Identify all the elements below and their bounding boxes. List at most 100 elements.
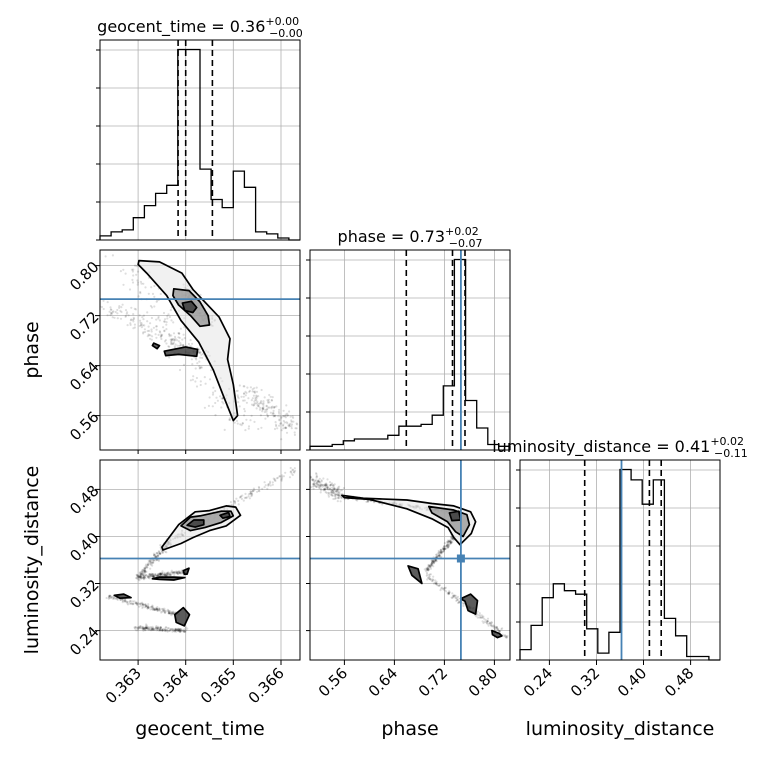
sample-point xyxy=(143,570,146,573)
sample-point xyxy=(269,395,272,398)
sample-point xyxy=(108,310,111,313)
sample-point xyxy=(239,423,242,426)
sample-point xyxy=(155,318,158,321)
sample-point xyxy=(154,555,157,559)
sample-point xyxy=(176,344,179,347)
sample-point xyxy=(195,376,198,380)
contours-geocent_time|luminosity_distance xyxy=(113,505,242,627)
sample-point xyxy=(280,478,283,481)
sample-point xyxy=(442,549,445,552)
sample-point xyxy=(145,574,148,577)
sample-point xyxy=(252,489,255,492)
sample-point xyxy=(324,486,327,489)
sample-point xyxy=(162,607,165,610)
sample-point xyxy=(125,600,129,604)
sample-point xyxy=(485,621,488,624)
sample-point xyxy=(100,305,103,309)
sample-point xyxy=(483,617,486,620)
sample-point xyxy=(160,611,163,614)
sample-point xyxy=(153,554,156,557)
sample-point xyxy=(140,575,143,578)
sample-point xyxy=(136,574,139,577)
sample-point xyxy=(170,338,173,341)
sample-point xyxy=(151,561,155,564)
sample-point xyxy=(220,397,223,400)
sample-point xyxy=(155,552,158,555)
sample-point xyxy=(331,494,334,497)
sample-point xyxy=(167,609,170,612)
sample-point xyxy=(320,479,323,482)
sample-point xyxy=(174,628,177,631)
title-main: phase = 0.73 xyxy=(338,227,445,246)
sample-point xyxy=(159,626,162,629)
sample-point xyxy=(435,560,438,563)
sample-point xyxy=(149,334,152,337)
sample-point xyxy=(161,610,164,613)
sample-point xyxy=(239,495,242,499)
sample-point xyxy=(156,574,159,578)
sample-point xyxy=(258,487,261,490)
sample-point xyxy=(171,339,174,342)
sample-point xyxy=(154,573,157,576)
sample-point xyxy=(166,628,169,632)
sample-point xyxy=(372,501,376,504)
sample-point xyxy=(452,594,455,597)
sample-point xyxy=(158,629,162,632)
sample-point xyxy=(438,554,441,558)
sample-point xyxy=(319,483,323,486)
sample-point xyxy=(267,398,270,401)
sample-point xyxy=(266,415,269,418)
sample-point xyxy=(163,609,166,612)
contour-geocent_time|luminosity_distance-5 xyxy=(182,567,190,575)
sample-point xyxy=(109,312,113,315)
sample-point xyxy=(177,340,180,343)
sample-point xyxy=(153,295,156,298)
title-text-phase: phase = 0.73+0.02 −0.07 xyxy=(338,225,483,250)
sample-point xyxy=(326,487,329,490)
sample-point xyxy=(112,596,115,600)
sample-point xyxy=(160,573,163,577)
sample-point xyxy=(237,503,240,506)
sample-point xyxy=(145,570,148,574)
sample-point xyxy=(310,486,313,489)
sample-point xyxy=(141,602,144,606)
sample-point xyxy=(159,572,162,575)
sample-point xyxy=(180,343,183,346)
sample-point xyxy=(173,630,176,633)
sample-point xyxy=(212,391,215,394)
sample-point xyxy=(287,424,290,427)
sample-point xyxy=(120,306,123,309)
sample-point xyxy=(132,268,135,271)
sample-point xyxy=(280,415,283,419)
sample-point xyxy=(160,334,163,338)
sample-point xyxy=(178,344,181,347)
sample-point xyxy=(144,628,147,632)
sample-point xyxy=(138,605,141,608)
sample-point xyxy=(214,401,217,405)
sample-point xyxy=(242,499,245,502)
sample-point xyxy=(261,407,264,410)
sample-point xyxy=(126,324,129,327)
sample-point xyxy=(151,627,154,631)
sample-point xyxy=(116,597,119,601)
contour-geocent_time|luminosity_distance-3 xyxy=(219,511,231,520)
sample-point xyxy=(131,602,134,605)
sample-point xyxy=(266,487,269,490)
sample-point xyxy=(118,306,121,309)
sample-point xyxy=(199,351,202,354)
sample-point xyxy=(208,378,212,381)
sample-point xyxy=(153,284,156,288)
sample-point xyxy=(325,482,328,485)
x-tick-label-phase: 0.56 xyxy=(315,664,351,700)
sample-point xyxy=(141,576,145,579)
sample-point xyxy=(108,594,111,597)
sample-point xyxy=(252,394,255,397)
sample-point xyxy=(448,591,451,595)
sample-point xyxy=(476,616,479,619)
title-geocent_time: geocent_time = 0.36+0.00 −0.00 xyxy=(97,15,303,40)
sample-point xyxy=(280,429,283,432)
sample-point xyxy=(150,338,153,341)
sample-point xyxy=(441,547,444,550)
sample-point xyxy=(163,330,166,333)
sample-point xyxy=(496,628,499,631)
